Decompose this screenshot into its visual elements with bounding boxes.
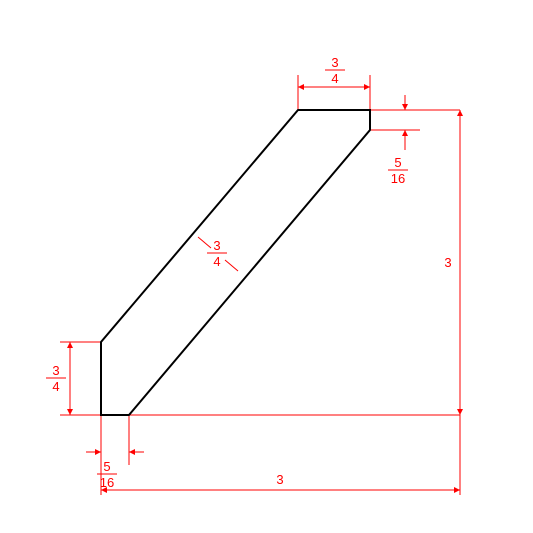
dim-bottom-width: 3 [276,472,283,487]
svg-text:16: 16 [100,475,114,490]
svg-text:5: 5 [103,459,110,474]
dim-right-short: 516 [388,155,408,186]
svg-text:16: 16 [391,171,405,186]
dim-bottom-short: 516 [97,459,117,490]
dim-top-width: 34 [325,55,345,86]
dimensions-layer: 34516334516334 [46,55,460,495]
svg-text:4: 4 [52,379,59,394]
profile-shape [101,110,370,415]
technical-drawing: 34516334516334 [0,0,533,533]
svg-text:3: 3 [52,363,59,378]
svg-text:3: 3 [331,55,338,70]
dim-left-height: 34 [46,363,66,394]
svg-text:4: 4 [213,254,220,269]
dim-diagonal-thickness: 34 [207,238,227,269]
svg-text:3: 3 [213,238,220,253]
svg-text:4: 4 [331,71,338,86]
molding-profile [101,110,370,415]
dim-right-height: 3 [444,255,451,270]
svg-text:5: 5 [394,155,401,170]
